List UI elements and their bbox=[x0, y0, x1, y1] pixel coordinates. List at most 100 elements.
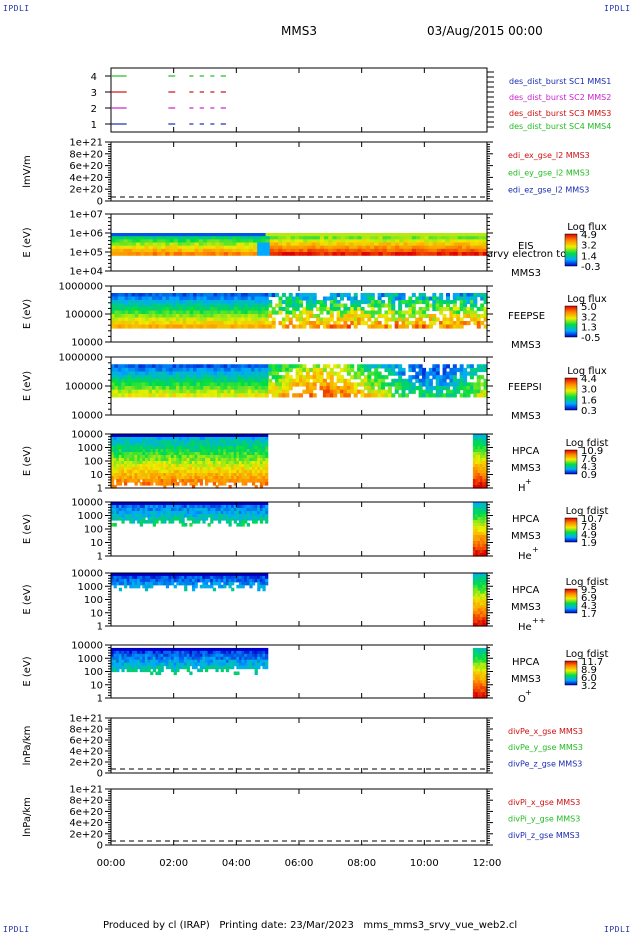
burst-tick-label: 3 bbox=[91, 88, 97, 99]
feepsi-colorbar-gradient bbox=[565, 378, 577, 410]
x-tick-label: 12:00 bbox=[473, 858, 502, 869]
hpca-o-panel-colorbar-value: 3.2 bbox=[581, 681, 597, 692]
hpca-he2-panel-tick-label: 10 bbox=[90, 608, 103, 619]
divpe-panel-tick-label: 1e+21 bbox=[69, 714, 103, 725]
eis-ylabel: E (eV) bbox=[22, 227, 33, 257]
burst-tick-label: 2 bbox=[91, 104, 97, 115]
x-tick-label: 10:00 bbox=[410, 858, 439, 869]
eis-colorbar-value: 1.4 bbox=[581, 251, 597, 262]
hpca-he-panel-tick-label: 10000 bbox=[71, 498, 103, 509]
divpi-panel-tick-label: 1e+21 bbox=[69, 785, 103, 796]
feepsi-panel-tick-label: 10000 bbox=[71, 411, 103, 422]
hpca-o-panel-late-spectrogram-cells bbox=[473, 648, 488, 699]
eis-colorbar-value: 4.9 bbox=[581, 230, 597, 241]
hpca-he2-panel-spectrogram-cells bbox=[111, 573, 268, 591]
burst-legend-entry: des_dist_burst SC4 MMS4 bbox=[509, 122, 611, 131]
eis-panel-tick-label: 1e+07 bbox=[69, 210, 103, 221]
feepsi-colorbar-value: 0.3 bbox=[581, 406, 597, 417]
x-tick-label: 08:00 bbox=[347, 858, 376, 869]
edi-panel-tick-label: 2e+20 bbox=[69, 185, 103, 196]
burst-legend-entry: des_dist_burst SC1 MMS1 bbox=[509, 77, 611, 86]
hpca-he-panel-tick-label: 1 bbox=[97, 552, 103, 563]
feepsi-colorbar-value: 1.6 bbox=[581, 395, 597, 406]
hpca-he2-panel-late-spectrogram-cells bbox=[473, 573, 488, 627]
feepse-spectrogram-cells bbox=[111, 293, 488, 329]
divpi-panel-legend-entry: divPi_z_gse MMS3 bbox=[508, 831, 580, 840]
eis-panel-tick-label: 1e+05 bbox=[69, 248, 103, 259]
x-tick-label: 02:00 bbox=[159, 858, 188, 869]
divpi-panel-tick-label: 8e+20 bbox=[69, 796, 103, 807]
edi-panel-tick-label: 6e+20 bbox=[69, 161, 103, 172]
hpca-he-panel-tick-label: 10 bbox=[90, 538, 103, 549]
hpca-he2-panel-charge-label: ++ bbox=[532, 616, 545, 625]
hpca-o-panel-instrument-label: HPCA bbox=[512, 657, 540, 668]
hpca-he-panel-tick-label: 100 bbox=[84, 525, 103, 536]
divpe-panel-tick-label: 8e+20 bbox=[69, 725, 103, 736]
divpi-panel-tick-label: 2e+20 bbox=[69, 829, 103, 840]
hpca-o-panel-charge-label: + bbox=[525, 688, 532, 697]
hpca-he2-panel-tick-label: 1000 bbox=[78, 582, 103, 593]
hpca-o-panel-tick-label: 100 bbox=[84, 667, 103, 678]
eis-overlap-label: arvy electron to bbox=[487, 249, 566, 260]
burst-panel-frame bbox=[111, 68, 487, 132]
edi-panel-legend-entry: edi_ez_gse_l2 MMS3 bbox=[508, 186, 589, 195]
burst-legend-entry: des_dist_burst SC3 MMS3 bbox=[509, 109, 611, 118]
feepsi-instrument-label: FEEPSI bbox=[508, 382, 542, 393]
hpca-he-panel-charge-label: + bbox=[532, 545, 539, 554]
hpca-o-panel-tick-label: 10000 bbox=[71, 641, 103, 652]
burst-legend-entry: des_dist_burst SC2 MMS2 bbox=[509, 93, 611, 102]
divpi-panel-ylabel: lnPa/km bbox=[22, 797, 33, 837]
hpca-he2-panel-colorbar-value: 1.7 bbox=[581, 609, 597, 620]
burst-tick-label: 4 bbox=[91, 72, 97, 83]
feepse-spacecraft-label: MMS3 bbox=[511, 340, 541, 351]
x-tick-label: 06:00 bbox=[285, 858, 314, 869]
hpca-he2-panel-colorbar-gradient bbox=[565, 589, 577, 613]
feepse-panel-tick-label: 1000000 bbox=[58, 282, 103, 293]
hpca-o-panel-ylabel: E (eV) bbox=[22, 656, 33, 686]
hpca-h-panel-tick-label: 100 bbox=[84, 457, 103, 468]
hpca-o-panel-spacecraft-label: MMS3 bbox=[511, 674, 541, 685]
edi-panel-tick-label: 1e+21 bbox=[69, 138, 103, 149]
edi-panel-legend-entry: edi_ex_gse_l2 MMS3 bbox=[508, 151, 590, 160]
edi-panel-ylabel: lmV/m bbox=[22, 155, 33, 187]
feepsi-panel-tick-label: 1000000 bbox=[58, 353, 103, 364]
edi-panel-legend-entry: edi_ey_gse_l2 MMS3 bbox=[508, 168, 590, 177]
feepse-instrument-label: FEEPSE bbox=[508, 311, 545, 322]
divpi-panel-tick-label: 4e+20 bbox=[69, 818, 103, 829]
hpca-he2-panel-tick-label: 1 bbox=[97, 622, 103, 633]
feepse-panel-tick-label: 10000 bbox=[71, 338, 103, 349]
divpe-panel-frame bbox=[111, 718, 487, 773]
eis-spacecraft-label: MMS3 bbox=[511, 268, 541, 279]
burst-tick-label: 1 bbox=[91, 120, 97, 131]
hpca-o-panel-spectrogram-cells bbox=[111, 648, 268, 675]
hpca-h-panel-spectrogram-cells bbox=[111, 434, 268, 489]
divpi-panel-tick-label: 0 bbox=[97, 841, 103, 852]
feepse-ylabel: E (eV) bbox=[22, 299, 33, 329]
hpca-he2-panel-tick-label: 100 bbox=[84, 595, 103, 606]
hpca-he-panel-colorbar-gradient bbox=[565, 518, 577, 542]
divpe-panel-tick-label: 2e+20 bbox=[69, 758, 103, 769]
divpe-panel-legend-entry: divPe_y_gse MMS3 bbox=[508, 743, 583, 752]
hpca-he-panel-ylabel: E (eV) bbox=[22, 514, 33, 544]
hpca-h-panel-colorbar-gradient bbox=[565, 450, 577, 474]
hpca-o-panel-tick-label: 1000 bbox=[78, 654, 103, 665]
feepse-panel-tick-label: 100000 bbox=[65, 310, 103, 321]
divpe-panel-ylabel: lnPa/km bbox=[22, 726, 33, 766]
eis-spectrogram-cells bbox=[111, 233, 488, 256]
edi-panel-frame bbox=[111, 142, 487, 201]
hpca-he-panel-spacecraft-label: MMS3 bbox=[511, 531, 541, 542]
hpca-he-panel-late-spectrogram-cells bbox=[473, 502, 488, 557]
eis-colorbar-value: 3.2 bbox=[581, 241, 597, 252]
divpe-panel-tick-label: 6e+20 bbox=[69, 736, 103, 747]
hpca-h-panel-late-spectrogram-cells bbox=[473, 434, 488, 489]
x-tick-label: 00:00 bbox=[97, 858, 126, 869]
hpca-h-panel-tick-label: 10 bbox=[90, 470, 103, 481]
feepse-colorbar-value: -0.5 bbox=[581, 333, 601, 344]
hpca-he2-panel-instrument-label: HPCA bbox=[512, 585, 540, 596]
hpca-he-panel-spectrogram-cells bbox=[111, 502, 268, 527]
edi-panel-tick-label: 0 bbox=[97, 197, 103, 208]
divpi-panel-legend-entry: divPi_x_gse MMS3 bbox=[508, 798, 580, 807]
divpe-panel-tick-label: 4e+20 bbox=[69, 747, 103, 758]
hpca-he-panel-tick-label: 1000 bbox=[78, 511, 103, 522]
edi-panel-tick-label: 4e+20 bbox=[69, 173, 103, 184]
